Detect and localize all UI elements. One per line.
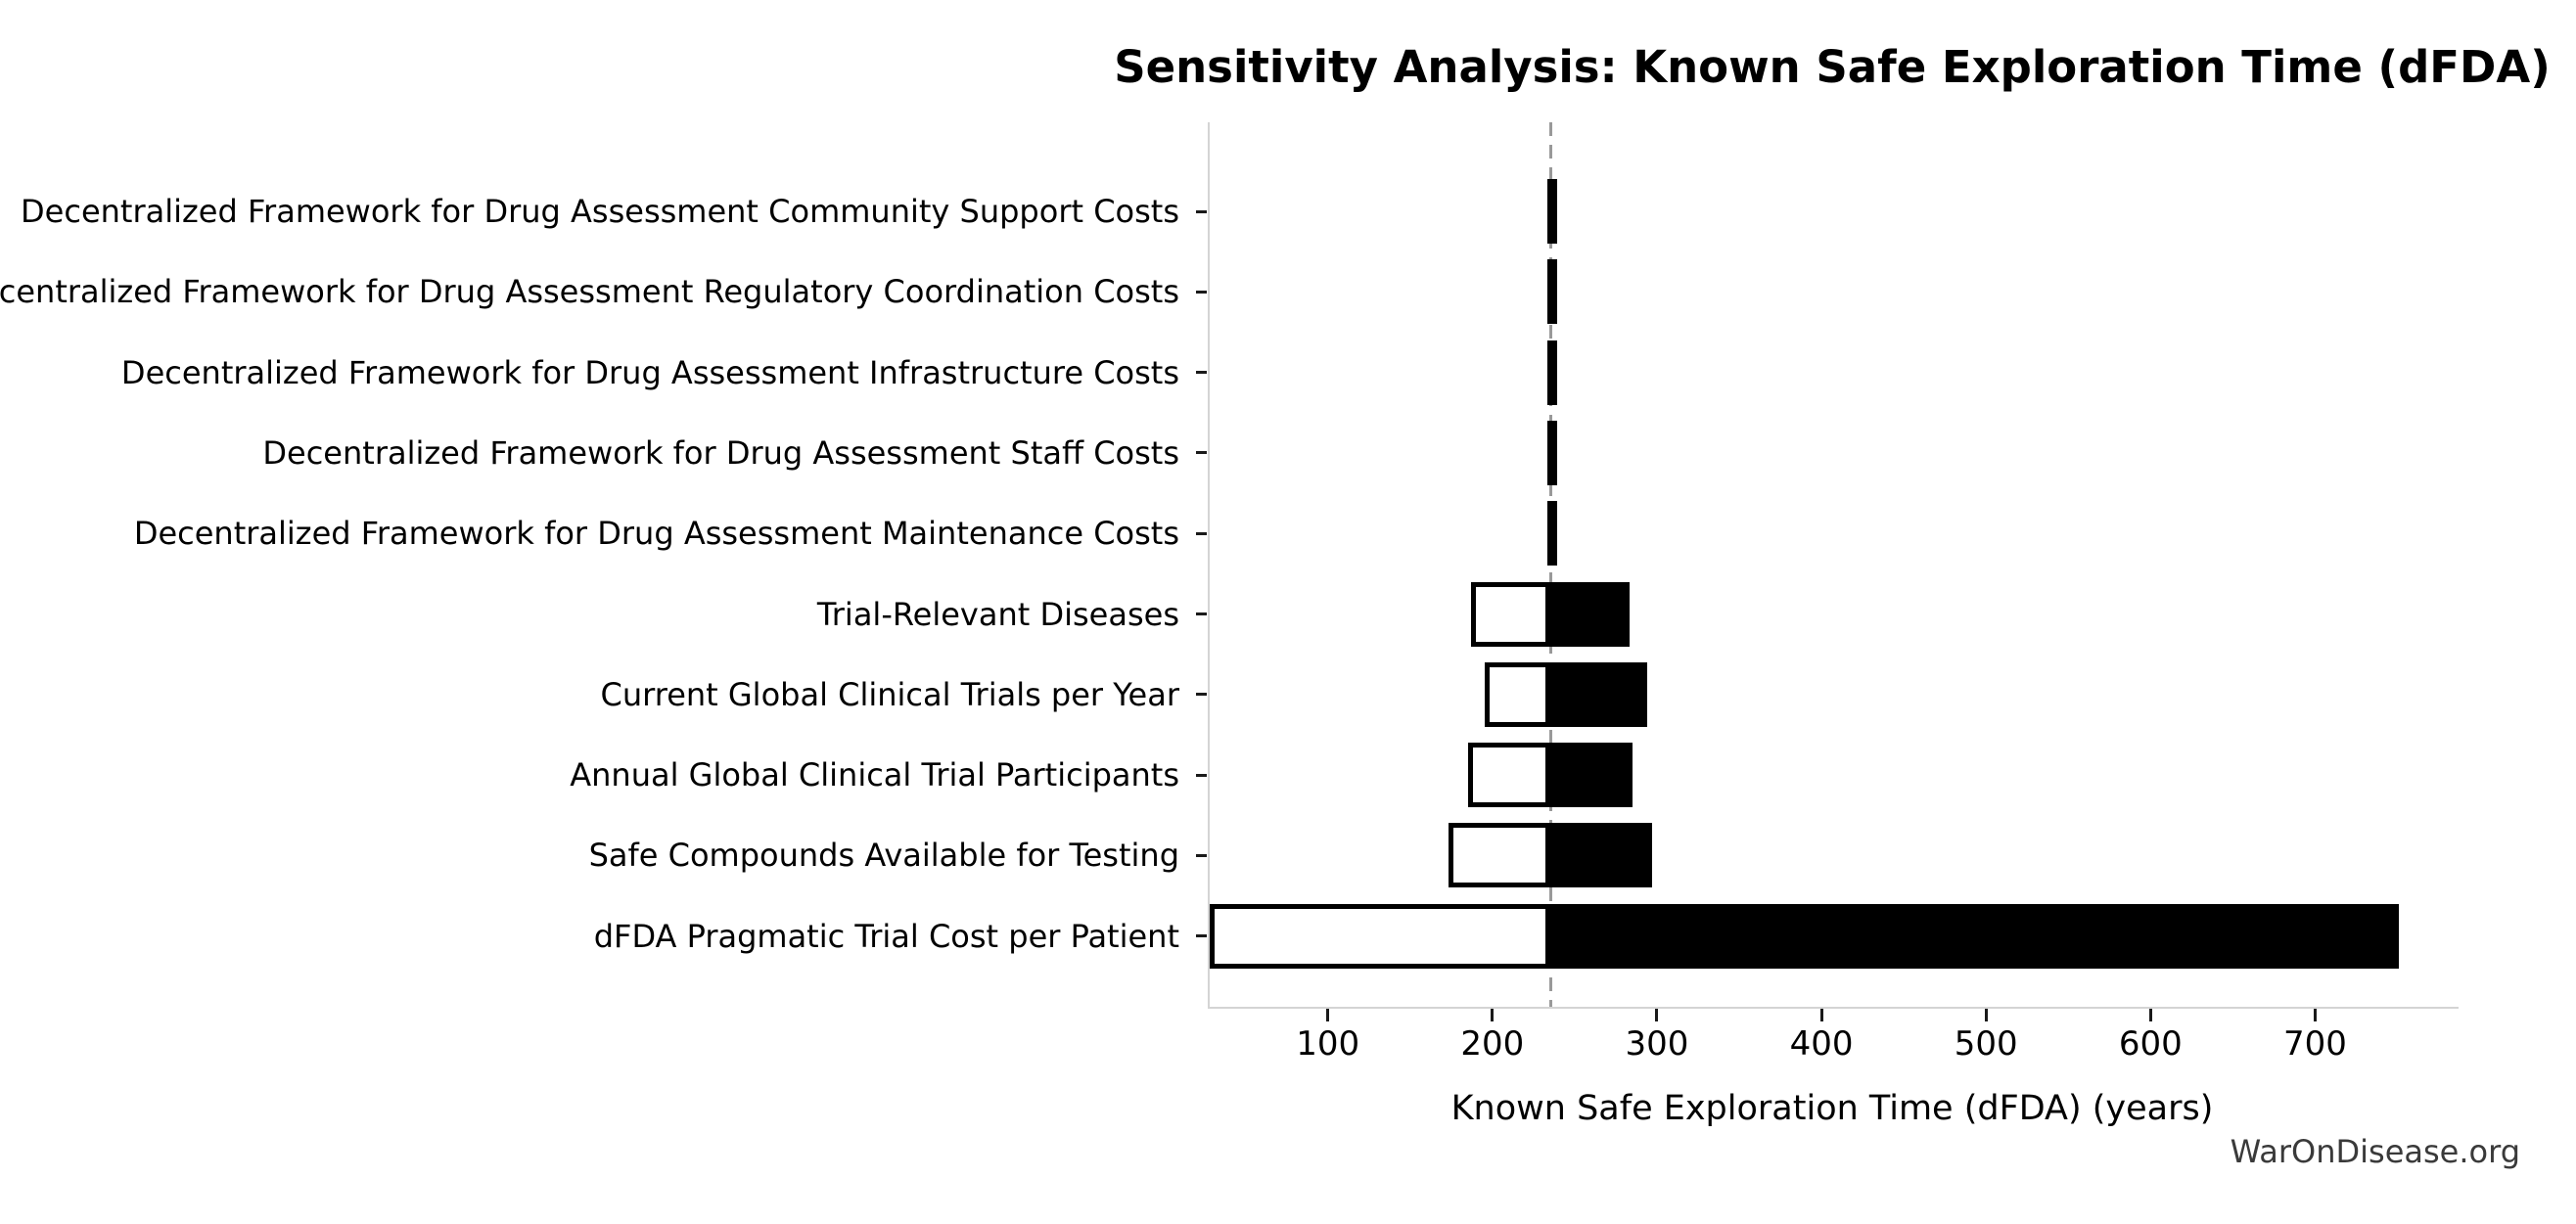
x-tick-mark (2148, 1009, 2152, 1021)
chart-title: Sensitivity Analysis: Known Safe Explora… (1114, 41, 2551, 93)
x-tick-label: 300 (1625, 1024, 1689, 1064)
x-tick-label: 600 (2118, 1024, 2183, 1064)
y-axis-label: Decentralized Framework for Drug Assessm… (0, 273, 1179, 311)
y-tick-mark (1196, 853, 1207, 857)
x-tick-label: 400 (1789, 1024, 1854, 1064)
bar-high-segment (1550, 581, 1630, 647)
y-axis-label: dFDA Pragmatic Trial Cost per Patient (593, 917, 1179, 955)
x-tick-label: 700 (2282, 1024, 2347, 1064)
bar-high-segment (1550, 743, 1633, 808)
x-tick-mark (1984, 1009, 1988, 1021)
bar-high-segment (1550, 420, 1554, 485)
bar-high-segment (1550, 179, 1554, 244)
bar-low-segment (1471, 581, 1550, 647)
bar-low-segment (1448, 823, 1550, 888)
y-axis-label: Decentralized Framework for Drug Assessm… (120, 353, 1179, 391)
x-tick-mark (1819, 1009, 1823, 1021)
watermark-text: WarOnDisease.org (2230, 1133, 2520, 1170)
bar-high-segment (1550, 823, 1653, 888)
y-axis-label: Current Global Clinical Trials per Year (600, 675, 1179, 713)
y-axis-label: Trial-Relevant Diseases (816, 595, 1179, 633)
bar-high-segment (1550, 661, 1648, 727)
y-tick-mark (1196, 290, 1207, 294)
y-tick-mark (1196, 612, 1207, 615)
x-axis-title: Known Safe Exploration Time (dFDA) (year… (1450, 1089, 2214, 1128)
y-tick-mark (1196, 934, 1207, 938)
bar-high-segment (1550, 501, 1554, 567)
y-tick-mark (1196, 371, 1207, 375)
y-axis-label: Decentralized Framework for Drug Assessm… (133, 515, 1179, 553)
bar-high-segment (1550, 340, 1554, 405)
x-tick-mark (2313, 1009, 2317, 1021)
x-tick-mark (1491, 1009, 1495, 1021)
y-tick-mark (1196, 773, 1207, 777)
y-axis-label: Annual Global Clinical Trial Participant… (570, 756, 1179, 794)
y-tick-mark (1196, 209, 1207, 213)
bar-high-segment (1550, 259, 1554, 325)
y-axis-label: Safe Compounds Available for Testing (588, 837, 1179, 875)
bar-low-segment (1484, 661, 1550, 727)
bar-high-segment (1550, 903, 2400, 969)
x-tick-mark (1326, 1009, 1330, 1021)
bar-low-segment (1210, 903, 1550, 969)
y-tick-mark (1196, 693, 1207, 697)
y-axis-label: Decentralized Framework for Drug Assessm… (21, 193, 1179, 230)
x-tick-label: 200 (1460, 1024, 1525, 1064)
y-tick-mark (1196, 451, 1207, 455)
x-tick-label: 100 (1296, 1024, 1360, 1064)
bar-low-segment (1467, 743, 1550, 808)
y-tick-mark (1196, 531, 1207, 535)
y-axis-label: Decentralized Framework for Drug Assessm… (262, 433, 1179, 472)
x-tick-mark (1655, 1009, 1659, 1021)
x-tick-label: 500 (1954, 1024, 2018, 1064)
plot-area (1208, 122, 2459, 1009)
